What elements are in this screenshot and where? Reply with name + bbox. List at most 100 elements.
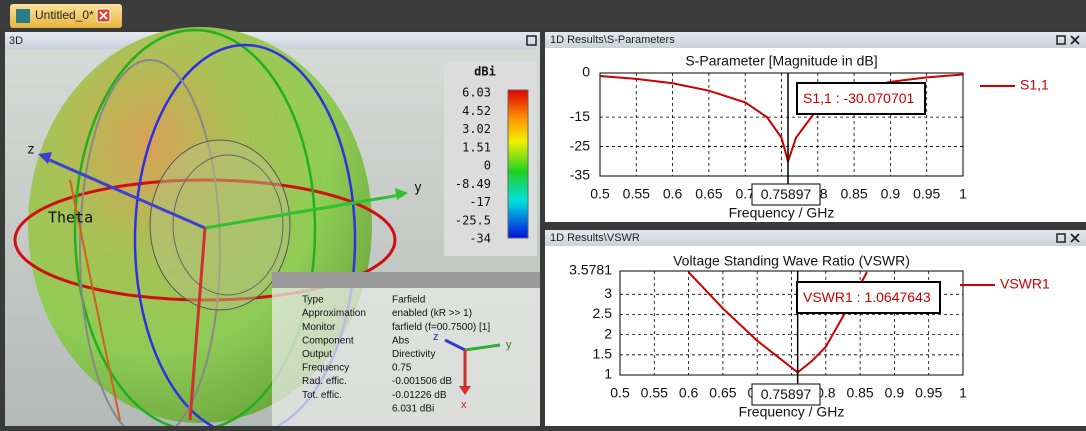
legend-label: VSWR1 — [1000, 276, 1050, 292]
info-key: Rad. effic. — [302, 376, 347, 387]
close-button[interactable] — [1070, 233, 1080, 243]
maximize-button[interactable] — [1056, 233, 1066, 243]
x-tick-label: 0.9 — [885, 385, 905, 401]
info-key: Monitor — [302, 322, 336, 333]
plot-frame — [619, 270, 964, 376]
info-value: -0.001506 dB — [392, 376, 452, 387]
marker-label-box — [796, 82, 926, 115]
x-tick-label: 0.5 — [610, 385, 630, 401]
colorbar-label: 3.02 — [462, 122, 491, 136]
colorbar-unit: dBi — [474, 65, 496, 79]
marker-x-label: 0.75897 — [761, 186, 812, 202]
y-tick-label: -35 — [570, 167, 590, 183]
y-tick-label: 1.5 — [593, 346, 613, 362]
info-key: Component — [302, 335, 354, 346]
x-tick-label: 0.55 — [623, 186, 650, 202]
maximize-button[interactable] — [526, 35, 537, 46]
x-tick-label: 0.95 — [913, 186, 940, 202]
marker-x-box — [751, 183, 821, 206]
y-tick-label: -25 — [570, 137, 590, 153]
panel-title: 3D — [9, 35, 23, 47]
y-tick-label: 3 — [604, 285, 612, 301]
x-tick-label: 0.65 — [709, 385, 736, 401]
info-value: enabled (kR >> 1) — [392, 308, 472, 319]
colorbar-label: -8.49 — [455, 177, 491, 191]
y-tick-label: 2.5 — [593, 305, 613, 321]
x-tick-label: 0.7 — [735, 186, 755, 202]
colorbar-labels: 6.03 4.52 3.02 1.51 0 -8.49 -17 -25.5 -34 — [455, 86, 491, 246]
y-tick-label: 2 — [604, 325, 612, 341]
axis-label-theta: Theta — [48, 209, 93, 227]
info-key: Tot. effic. — [302, 390, 342, 401]
panel-title: 1D Results\S-Parameters — [550, 34, 675, 46]
info-key: Output — [302, 349, 332, 360]
triad-label-z: z — [433, 331, 439, 343]
colorbar-label: -25.5 — [455, 213, 491, 227]
chart-title: Voltage Standing Wave Ratio (VSWR) — [673, 253, 910, 269]
info-value: Farfield — [392, 295, 425, 306]
triad-label-y: y — [506, 339, 512, 351]
marker-x-box — [751, 383, 821, 406]
info-header — [272, 272, 540, 288]
info-value: Directivity — [392, 349, 435, 360]
y-tick-label: -15 — [570, 108, 590, 124]
x-axis-label: Frequency / GHz — [729, 205, 835, 221]
y-tick-label: 0 — [582, 64, 590, 80]
tab-icon — [16, 9, 30, 23]
info-key: Frequency — [302, 363, 349, 374]
info-key: Type — [302, 295, 324, 306]
colorbar-label: -17 — [469, 195, 491, 209]
marker-label: S1,1 : -30.070701 — [803, 90, 915, 106]
x-tick-label: 0.55 — [641, 385, 668, 401]
axis-triad — [444, 338, 501, 395]
colorbar-label: 0 — [484, 159, 491, 173]
x-tick-label: 0.95 — [915, 385, 942, 401]
marker-x-label: 0.75897 — [761, 386, 812, 402]
plot-frame — [599, 72, 964, 177]
y-tick-label: 1 — [604, 366, 612, 382]
x-tick-label: 0.85 — [846, 385, 873, 401]
info-overlay — [272, 272, 540, 426]
info-value: 0.75 — [392, 363, 412, 374]
y-tick-label: 3.5781 — [569, 262, 612, 278]
colorbar — [507, 89, 529, 239]
x-tick-label: 0.5 — [590, 186, 610, 202]
colorbar-label: -34 — [469, 232, 491, 246]
triad-label-x: x — [461, 399, 467, 411]
close-glyph — [99, 11, 108, 20]
marker-label: VSWR1 : 1.0647643 — [803, 289, 931, 305]
tab-title: Untitled_0* — [35, 8, 94, 22]
axis-label-y: y — [414, 181, 422, 196]
panel-title-bar — [545, 230, 1086, 246]
legend-label: S1,1 — [1020, 77, 1049, 93]
info-max-value: 6.031 dBi — [392, 403, 434, 414]
info-value: -0.01226 dB — [392, 390, 447, 401]
x-tick-label: 1 — [959, 385, 967, 401]
colorbar-label: 6.03 — [462, 86, 491, 100]
tab-bar — [0, 0, 1086, 28]
axis-label-z: z — [27, 143, 35, 158]
close-button[interactable] — [1070, 35, 1080, 45]
maximize-button[interactable] — [1056, 35, 1066, 45]
chart-title: S-Parameter [Magnitude in dB] — [685, 53, 877, 69]
tab[interactable] — [10, 4, 122, 28]
x-tick-label: 0.65 — [695, 186, 722, 202]
x-tick-label: 0.8 — [816, 385, 836, 401]
panel-title: 1D Results\VSWR — [550, 232, 640, 244]
info-rows: Type Farfield Approximation enabled (kR >> … — [302, 295, 490, 415]
x-axis-label: Frequency / GHz — [739, 404, 845, 420]
x-tick-label: 0.9 — [881, 186, 901, 202]
x-tick-label: 0.85 — [840, 186, 867, 202]
x-tick-label: 0.6 — [663, 186, 683, 202]
colorbar-label: 4.52 — [462, 104, 491, 118]
info-value: farfield (f=00.7500) [1] — [392, 322, 490, 333]
info-key: Approximation — [302, 308, 366, 319]
marker-label-box — [796, 281, 941, 314]
x-tick-label: 1 — [959, 186, 967, 202]
info-value: Abs — [392, 335, 409, 346]
panel-title-bar — [545, 32, 1086, 48]
x-tick-label: 0.6 — [679, 385, 699, 401]
colorbar-label: 1.51 — [462, 140, 491, 154]
